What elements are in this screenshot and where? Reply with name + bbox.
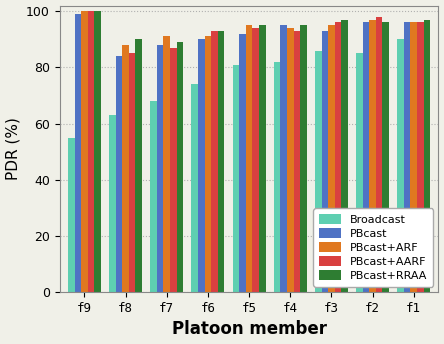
Bar bbox=[81, 11, 88, 292]
Bar bbox=[363, 22, 369, 292]
Bar bbox=[205, 36, 211, 292]
Bar bbox=[135, 39, 142, 292]
Bar bbox=[287, 28, 293, 292]
Bar bbox=[328, 25, 335, 292]
Bar bbox=[369, 20, 376, 292]
Bar bbox=[191, 84, 198, 292]
Bar bbox=[246, 25, 252, 292]
Bar bbox=[397, 39, 404, 292]
Bar bbox=[424, 20, 430, 292]
Bar bbox=[417, 22, 424, 292]
Bar bbox=[116, 56, 122, 292]
Bar bbox=[315, 51, 321, 292]
Bar bbox=[129, 53, 135, 292]
Bar bbox=[157, 45, 163, 292]
Bar bbox=[341, 20, 348, 292]
Bar bbox=[259, 25, 266, 292]
Bar bbox=[356, 53, 363, 292]
Bar bbox=[211, 31, 218, 292]
Bar bbox=[218, 31, 224, 292]
Bar bbox=[293, 31, 300, 292]
Bar bbox=[198, 39, 205, 292]
Bar bbox=[88, 11, 94, 292]
Bar bbox=[170, 48, 177, 292]
Bar bbox=[68, 138, 75, 292]
Legend: Broadcast, PBcast, PBcast+ARF, PBcast+AARF, PBcast+RRAA: Broadcast, PBcast, PBcast+ARF, PBcast+AA… bbox=[313, 208, 433, 287]
Bar bbox=[335, 22, 341, 292]
Bar bbox=[75, 14, 81, 292]
Bar bbox=[300, 25, 307, 292]
Y-axis label: PDR (%): PDR (%) bbox=[6, 117, 20, 180]
Bar bbox=[274, 62, 280, 292]
Bar bbox=[321, 31, 328, 292]
Bar bbox=[404, 22, 410, 292]
Bar bbox=[233, 65, 239, 292]
Bar bbox=[163, 36, 170, 292]
Bar bbox=[94, 11, 101, 292]
Bar bbox=[280, 25, 287, 292]
Bar bbox=[252, 28, 259, 292]
Bar bbox=[177, 42, 183, 292]
Bar bbox=[122, 45, 129, 292]
Bar bbox=[376, 17, 382, 292]
Bar bbox=[410, 22, 417, 292]
X-axis label: Platoon member: Platoon member bbox=[171, 321, 327, 338]
Bar bbox=[239, 34, 246, 292]
Bar bbox=[382, 22, 389, 292]
Bar bbox=[109, 115, 116, 292]
Bar bbox=[150, 101, 157, 292]
